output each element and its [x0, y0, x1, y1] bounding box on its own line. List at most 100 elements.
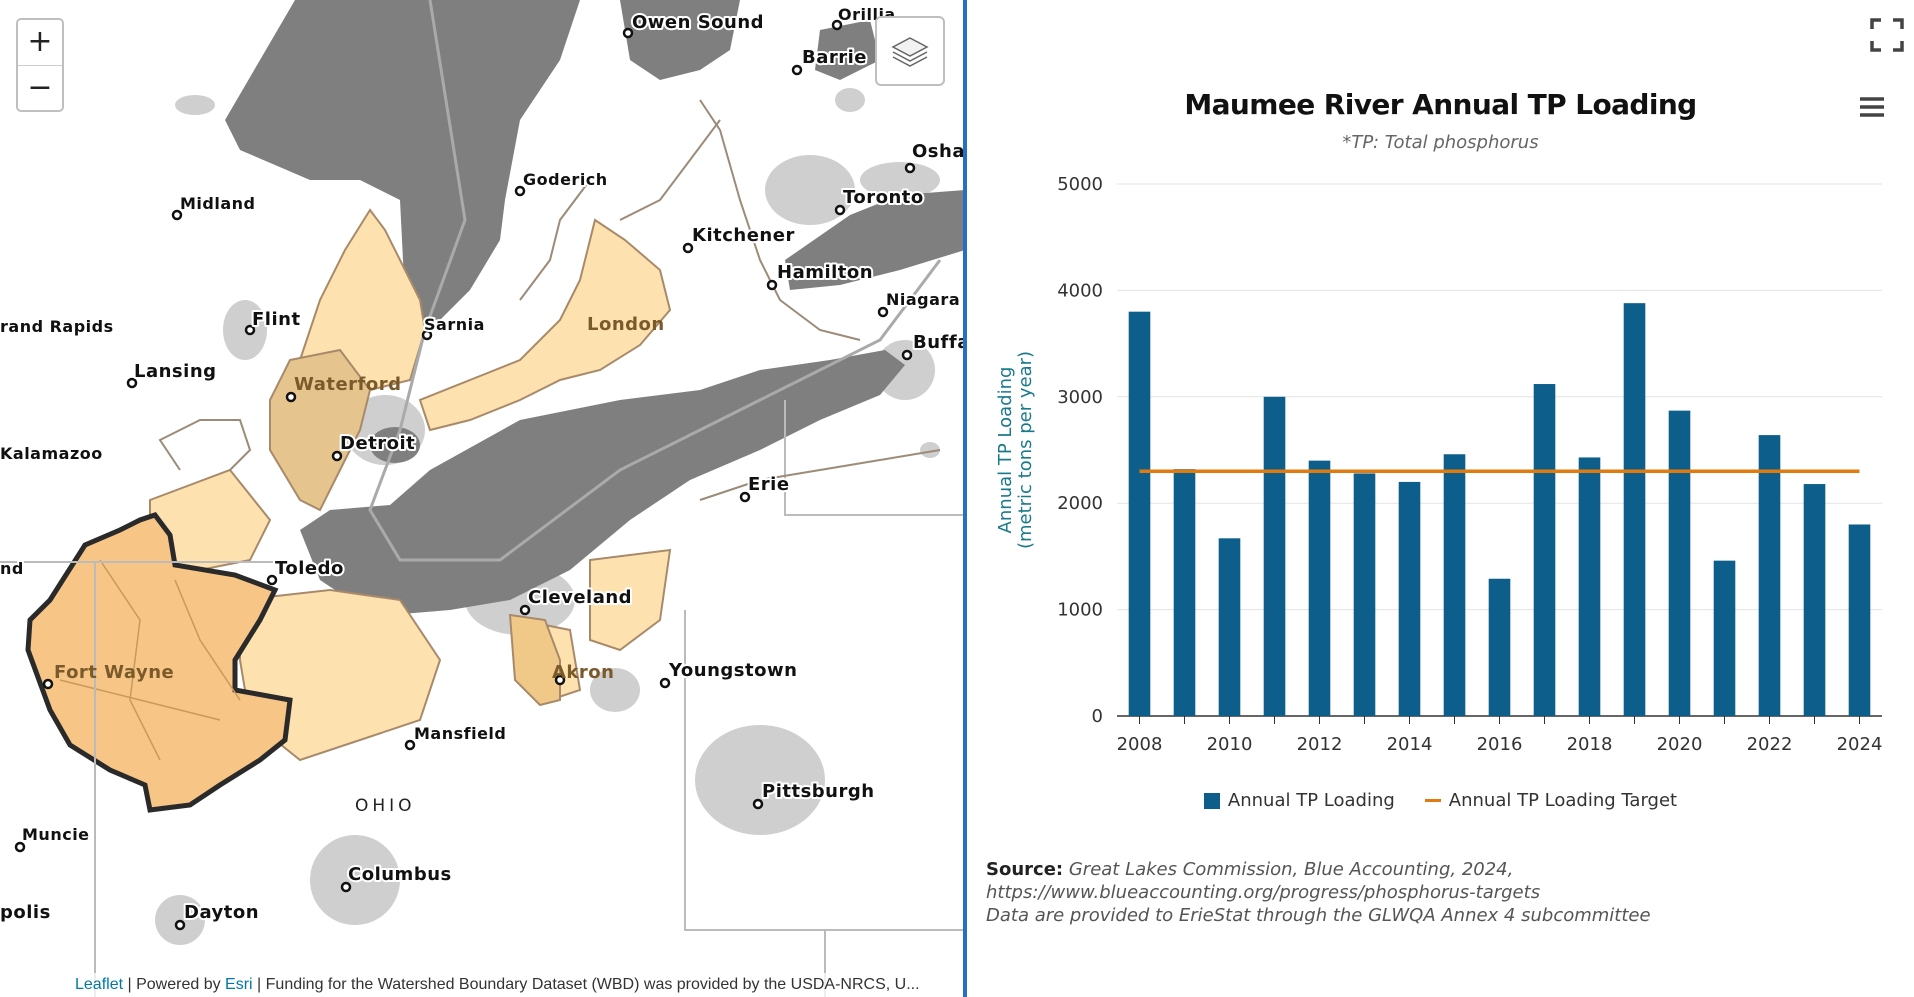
bar-2023[interactable]	[1803, 484, 1826, 716]
label-kitchener: Kitchener	[692, 225, 795, 246]
chart-legend: Annual TP Loading Annual TP Loading Targ…	[967, 790, 1914, 811]
zoom-in-button[interactable]: +	[27, 24, 53, 59]
source-line-3: Data are provided to ErieStat through th…	[986, 905, 1651, 926]
panel-divider	[963, 0, 967, 997]
label-grand-rapids: rand Rapids	[0, 317, 114, 336]
cuyahoga-watershed	[508, 613, 561, 707]
label-pittsburgh: Pittsburgh	[762, 781, 875, 802]
bar-2010[interactable]	[1218, 538, 1241, 716]
y-tick-label: 0	[1092, 706, 1103, 727]
detroit-watershed	[269, 348, 372, 512]
layers-button[interactable]	[875, 16, 945, 86]
x-tick-label: 2022	[1747, 734, 1793, 755]
label-erie: Erie	[748, 474, 790, 495]
label-dayton: Dayton	[184, 902, 259, 923]
label-owen-sound: Owen Sound	[632, 12, 764, 33]
legend-swatch-line	[1424, 799, 1441, 802]
y-tick-label: 3000	[1057, 387, 1103, 408]
map-attribution: Leaflet | Powered by Esri | Funding for …	[0, 973, 965, 997]
x-tick-label: 2018	[1567, 734, 1613, 755]
chart-subtitle: *TP: Total phosphorus	[1342, 132, 1539, 153]
leaflet-link[interactable]: Leaflet	[75, 976, 124, 993]
label-muncie: Muncie	[22, 825, 90, 844]
basemap-svg[interactable]: Owen Sound Orillia Barrie Osha Goderich …	[0, 0, 965, 997]
fullscreen-icon[interactable]	[1870, 18, 1904, 52]
attribution-sep: | Powered by	[123, 976, 226, 993]
bar-2020[interactable]	[1668, 410, 1691, 716]
label-left-edge: nd	[0, 559, 24, 578]
source-line-2: https://www.blueaccounting.org/progress/…	[986, 882, 1541, 903]
legend-swatch-bar	[1203, 792, 1220, 809]
label-akron: Akron	[552, 662, 614, 683]
bar-chart[interactable]: 0 1000 2000 3000 4000 5000 Annual TP Loading (m…	[967, 160, 1914, 780]
georgian-bay	[620, 0, 740, 80]
label-midland: Midland	[180, 194, 255, 213]
bar-2016[interactable]	[1488, 578, 1511, 716]
bar-2017[interactable]	[1533, 384, 1556, 716]
maumee-watershed[interactable]	[25, 512, 293, 813]
y-tick-label: 2000	[1057, 493, 1103, 514]
x-tick-label: 2014	[1387, 734, 1433, 755]
esri-link[interactable]: Esri	[225, 976, 253, 993]
attribution-text: | Funding for the Watershed Boundary Dat…	[252, 976, 920, 993]
label-niagara: Niagara	[886, 290, 960, 309]
label-oshawa: Osha	[912, 141, 965, 162]
x-tick-label: 2024	[1837, 734, 1883, 755]
international-border	[368, 0, 942, 562]
label-sarnia: Sarnia	[424, 315, 485, 334]
bar-2018[interactable]	[1578, 457, 1601, 716]
chart-panel: Maumee River Annual TP Loading *TP: Tota…	[967, 0, 1914, 997]
x-tick-label: 2016	[1477, 734, 1523, 755]
y-tick-label: 4000	[1057, 280, 1103, 301]
label-toronto: Toronto	[843, 187, 924, 208]
chart-title: Maumee River Annual TP Loading	[1184, 88, 1697, 121]
label-barrie: Barrie	[802, 47, 867, 68]
watershed-outlines	[158, 99, 941, 501]
bar-2013[interactable]	[1353, 473, 1376, 716]
legend-item-loading[interactable]: Annual TP Loading	[1203, 790, 1395, 811]
bar-2022[interactable]	[1758, 435, 1781, 716]
label-flint: Flint	[252, 309, 301, 330]
y-tick-label: 1000	[1057, 600, 1103, 621]
y-axis-title-line2: (metric tons per year)	[1015, 351, 1036, 549]
lake-simcoe	[815, 20, 880, 80]
bar-2024[interactable]	[1848, 524, 1871, 716]
x-tick-label: 2012	[1297, 734, 1343, 755]
label-detroit: Detroit	[340, 433, 415, 454]
bar-2019[interactable]	[1623, 303, 1646, 716]
chart-source: Source: Great Lakes Commission, Blue Acc…	[986, 858, 1886, 927]
y-tick-label: 5000	[1057, 174, 1103, 195]
bar-2015[interactable]	[1443, 454, 1466, 716]
label-fort-wayne: Fort Wayne	[54, 662, 174, 683]
bar-2021[interactable]	[1713, 560, 1736, 716]
bar-2009[interactable]	[1173, 469, 1196, 716]
x-tick-label: 2008	[1117, 734, 1163, 755]
legend-item-target[interactable]: Annual TP Loading Target	[1424, 790, 1678, 811]
source-line-1: Great Lakes Commission, Blue Accounting,…	[1068, 859, 1514, 880]
label-mansfield: Mansfield	[414, 724, 506, 743]
bar-2008[interactable]	[1128, 311, 1151, 716]
label-columbus: Columbus	[348, 864, 452, 885]
watershed-map[interactable]: Owen Sound Orillia Barrie Osha Goderich …	[0, 0, 965, 997]
label-lansing: Lansing	[134, 361, 217, 382]
legend-label-target: Annual TP Loading Target	[1448, 790, 1678, 811]
label-cleveland: Cleveland	[528, 587, 632, 608]
bar-2014[interactable]	[1398, 481, 1421, 716]
lake-ontario	[785, 190, 965, 290]
maumee-subbasins	[59, 559, 241, 761]
lake-huron	[225, 0, 580, 330]
bar-2011[interactable]	[1263, 396, 1286, 716]
zoom-out-button[interactable]: −	[18, 65, 62, 110]
label-kalamazoo: Kalamazoo	[0, 444, 103, 463]
label-indianapolis: polis	[0, 902, 51, 923]
x-tick-label: 2020	[1657, 734, 1703, 755]
hamburger-menu-icon[interactable]	[1858, 95, 1886, 119]
source-label: Source:	[986, 859, 1064, 880]
bar-2012[interactable]	[1308, 460, 1331, 716]
label-toledo: Toledo	[275, 558, 344, 579]
label-buffalo: Buffa	[913, 332, 965, 353]
label-ohio: OHIO	[355, 796, 416, 816]
state-borders	[0, 400, 965, 997]
label-london: London	[587, 314, 665, 335]
